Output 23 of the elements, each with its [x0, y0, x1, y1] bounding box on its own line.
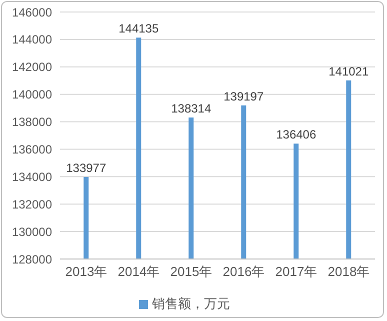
x-tick-label: 2018年	[328, 264, 370, 280]
data-label: 136406	[276, 128, 316, 142]
y-tick-label: 146000	[12, 5, 52, 20]
y-tick-label: 134000	[12, 170, 52, 184]
data-label: 138314	[171, 101, 212, 116]
data-label: 144135	[118, 22, 159, 36]
legend-label: 销售额，万元	[152, 296, 230, 311]
x-tick-label: 2015年	[170, 264, 212, 280]
y-tick-label: 142000	[12, 60, 52, 74]
data-label: 139197	[224, 89, 264, 104]
x-tick-label: 2016年	[222, 264, 265, 280]
y-tick-label: 130000	[12, 224, 52, 239]
data-label: 141021	[328, 64, 369, 78]
y-tick-label: 128000	[12, 252, 52, 266]
data-label: 133977	[66, 160, 106, 175]
y-tick-label: 138000	[12, 115, 52, 130]
y-tick-label: 136000	[12, 142, 52, 156]
y-tick-label: 140000	[12, 88, 52, 102]
x-tick-label: 2013年	[65, 264, 108, 280]
x-tick-label: 2014年	[118, 264, 160, 280]
y-tick-label: 132000	[12, 197, 52, 212]
y-tick-label: 144000	[12, 32, 52, 47]
x-tick-label: 2017年	[275, 264, 318, 280]
